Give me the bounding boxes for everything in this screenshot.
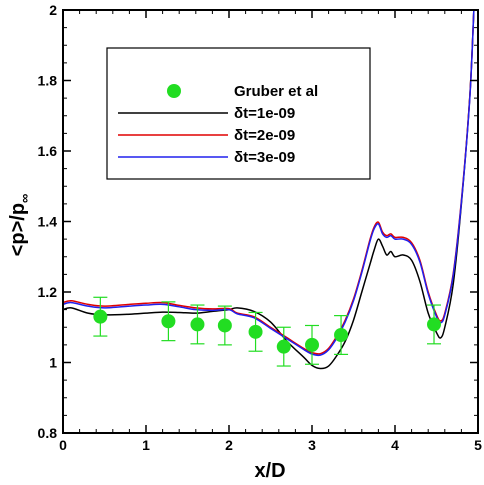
x-tick-label: 2 (225, 437, 233, 453)
y-tick-label: 1.2 (38, 284, 58, 300)
y-tick-label: 1.4 (38, 214, 58, 230)
experiment-point (93, 309, 108, 324)
x-tick-label: 0 (59, 437, 67, 453)
y-axis-title-main: <p>/p (7, 203, 29, 256)
y-axis-title: <p>/p∞ (7, 194, 32, 257)
legend-label-dt1: δt=1e-09 (234, 105, 295, 122)
experiment-point (427, 317, 442, 332)
series-line-3 (63, 10, 475, 357)
y-axis-title-sub: ∞ (17, 194, 32, 203)
experiment-point (334, 328, 349, 343)
x-tick-label: 3 (308, 437, 316, 453)
y-tick-label: 1.6 (38, 143, 58, 159)
legend-label-dt3: δt=3e-09 (234, 149, 295, 166)
experiment-point (161, 314, 176, 329)
legend-marker-gruber (167, 84, 181, 98)
x-tick-label: 4 (391, 437, 399, 453)
experiment-point (248, 324, 263, 339)
plot-frame (62, 9, 479, 434)
x-tick-label: 5 (474, 437, 482, 453)
y-tick-label: 0.8 (38, 425, 58, 441)
legend: Gruber et al δt=1e-09 δt=2e-09 δt=3e-09 (106, 47, 371, 180)
y-tick-label: 1 (49, 355, 57, 371)
experiment-point (305, 337, 319, 352)
experiment-point (276, 339, 291, 354)
y-tick-label: 2 (49, 2, 57, 18)
x-axis-title: x/D (254, 460, 285, 482)
y-tick-label: 1.8 (38, 73, 58, 89)
legend-label-dt2: δt=2e-09 (234, 127, 295, 144)
experiment-point (190, 317, 205, 332)
x-tick-label: 1 (142, 437, 150, 453)
legend-label-gruber: Gruber et al (234, 83, 318, 100)
data-layer (63, 10, 475, 370)
experiment-point (217, 318, 232, 333)
